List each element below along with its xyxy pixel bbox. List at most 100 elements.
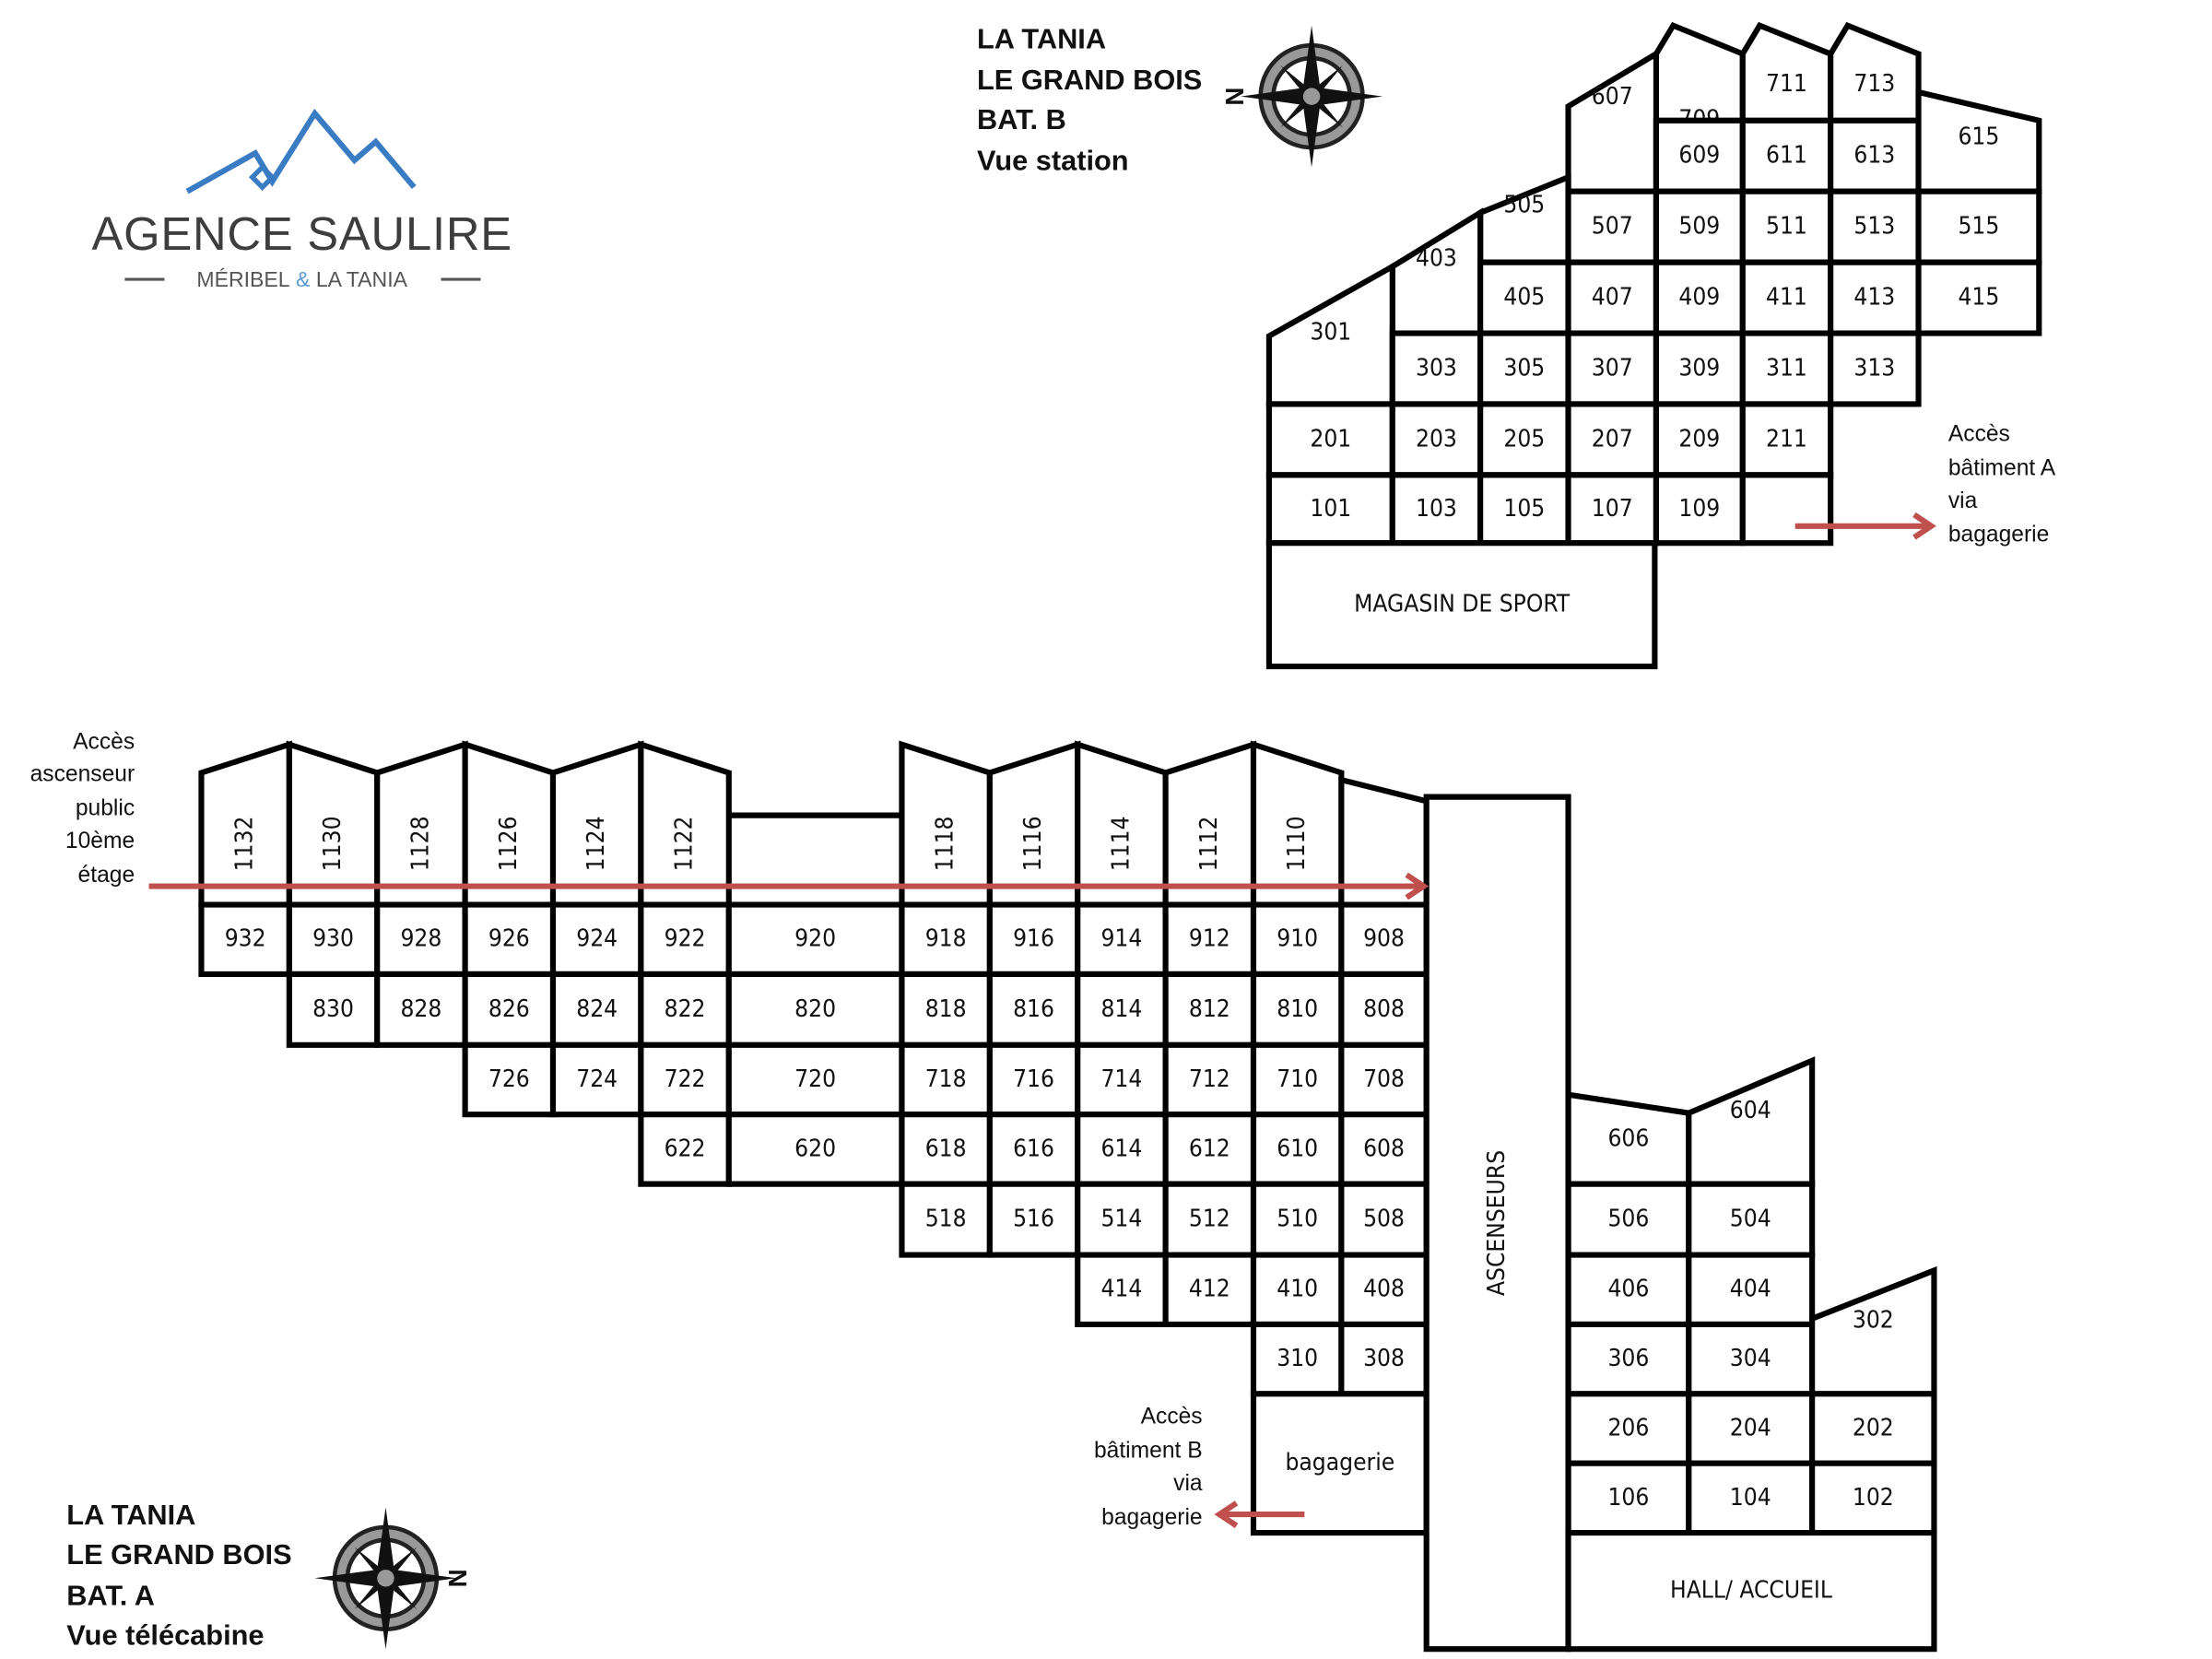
unit-311: 311	[1739, 330, 1834, 407]
unit-308: 308	[1338, 1321, 1430, 1397]
unit-label: 824	[576, 995, 618, 1023]
unit-1112: 1112	[1162, 740, 1257, 908]
unit-label: 611	[1766, 142, 1807, 170]
unit-408: 408	[1338, 1252, 1430, 1327]
unit-710: 710	[1250, 1041, 1345, 1118]
unit-label: 826	[488, 995, 530, 1023]
unit-810: 810	[1250, 971, 1345, 1048]
unit-724: 724	[549, 1041, 644, 1118]
unit-307: 307	[1565, 330, 1659, 407]
unit-label: 712	[1189, 1065, 1230, 1093]
unit-814: 814	[1075, 971, 1169, 1048]
note-line: Accès	[1141, 1405, 1203, 1430]
unit-516: 516	[986, 1181, 1081, 1258]
unit-label: 1124	[582, 816, 610, 871]
building-a-title: LA TANIA LE GRAND BOIS BAT. A Vue téléca…	[66, 1499, 291, 1652]
title-line: Vue télécabine	[66, 1619, 264, 1652]
unit-label: 710	[1277, 1065, 1318, 1093]
note-line: 10ème	[65, 829, 135, 853]
unit-label: 1122	[671, 816, 699, 871]
unit-label: 1128	[406, 816, 434, 871]
unit-label: 1114	[1107, 816, 1135, 871]
cell-outline	[1828, 330, 1922, 407]
unit-label: 516	[1013, 1206, 1054, 1233]
unit-label: 410	[1277, 1276, 1318, 1303]
unit-618: 618	[899, 1112, 993, 1187]
unit-708: 708	[1338, 1041, 1430, 1118]
unit-202: 202	[1809, 1391, 1937, 1466]
unit-label: 718	[925, 1065, 967, 1093]
unit-713: 713	[1828, 21, 1922, 124]
logo-tagline: MÉRIBEL & LA TANIA	[196, 267, 407, 291]
unit-label: 203	[1416, 425, 1457, 453]
north-label: N	[443, 1569, 472, 1587]
cell-outline	[1915, 259, 2042, 336]
cell-outline	[1265, 540, 1658, 670]
public-lift-note: Accès ascenseur public 10ème étage	[30, 729, 135, 888]
unit-924: 924	[549, 901, 644, 977]
unit-label: 924	[576, 925, 618, 953]
unit-107: 107	[1565, 472, 1659, 547]
unit-910: 910	[1250, 901, 1345, 977]
building-a-access-note: Accès bâtiment B via bagagerie	[1094, 1405, 1203, 1530]
unit-309: 309	[1653, 330, 1746, 407]
unit-105: 105	[1477, 472, 1571, 547]
unit-812: 812	[1162, 971, 1257, 1048]
unit-label: 412	[1189, 1276, 1230, 1303]
unit-label: 104	[1730, 1484, 1771, 1512]
note-line: Accès	[1948, 421, 2010, 446]
unit-622: 622	[638, 1112, 732, 1187]
unit-label: 1110	[1283, 816, 1311, 871]
unit-label: 102	[1853, 1484, 1894, 1512]
unit-label: 830	[312, 995, 354, 1023]
unit-label: 616	[1013, 1135, 1054, 1162]
unit-label: 612	[1189, 1135, 1230, 1162]
unit-718: 718	[899, 1041, 993, 1118]
title-line: LA TANIA	[66, 1499, 195, 1531]
unit-1128: 1128	[374, 740, 468, 908]
unit-label: 202	[1853, 1415, 1894, 1442]
unit-label: 713	[1853, 70, 1895, 98]
unit-607: 607	[1565, 49, 1659, 194]
unit-label: 301	[1310, 318, 1351, 346]
unit-203: 203	[1389, 401, 1484, 478]
unit-label: 912	[1189, 925, 1230, 953]
unit-label: 1132	[231, 816, 259, 871]
unit-409: 409	[1653, 259, 1746, 336]
building-b-access-note: Accès bâtiment A via bagagerie	[1948, 421, 2056, 547]
unit-102: 102	[1809, 1460, 1937, 1536]
unit-label: 511	[1766, 213, 1807, 241]
unit-label: 508	[1363, 1206, 1405, 1233]
title-line: BAT. A	[66, 1580, 155, 1612]
unit-1130: 1130	[286, 740, 381, 908]
unit-205: 205	[1477, 401, 1571, 478]
shop-magasin-de-sport: MAGASIN DE SPORT	[1265, 540, 1658, 670]
unit-label: 505	[1503, 192, 1545, 219]
unit-label: 810	[1277, 995, 1318, 1023]
unit-620: 620	[725, 1112, 905, 1187]
unit-label: 310	[1277, 1345, 1318, 1372]
unit-label: 408	[1363, 1276, 1405, 1303]
unit-label: 622	[665, 1135, 706, 1162]
unit-712: 712	[1162, 1041, 1257, 1118]
unit-label: 1126	[495, 816, 523, 871]
public-lift-arrow	[148, 872, 1430, 900]
unit-label: 509	[1678, 213, 1720, 241]
unit-label: 604	[1730, 1097, 1771, 1124]
cell-outline	[1389, 207, 1484, 336]
unit-816: 816	[986, 971, 1081, 1048]
unit-511: 511	[1739, 188, 1834, 265]
unit-407: 407	[1565, 259, 1659, 336]
unit-label: 512	[1189, 1206, 1230, 1233]
unit-label: 618	[925, 1135, 967, 1162]
unit-406: 406	[1565, 1252, 1692, 1327]
unit-101: 101	[1265, 472, 1395, 547]
unit-820: 820	[725, 971, 905, 1048]
unit-726: 726	[462, 1041, 557, 1118]
unit-label: 818	[925, 995, 967, 1023]
title-line: Vue station	[977, 145, 1129, 177]
unit-405: 405	[1477, 259, 1571, 336]
unit-label: 922	[665, 925, 706, 953]
unit-label: 726	[488, 1065, 530, 1093]
